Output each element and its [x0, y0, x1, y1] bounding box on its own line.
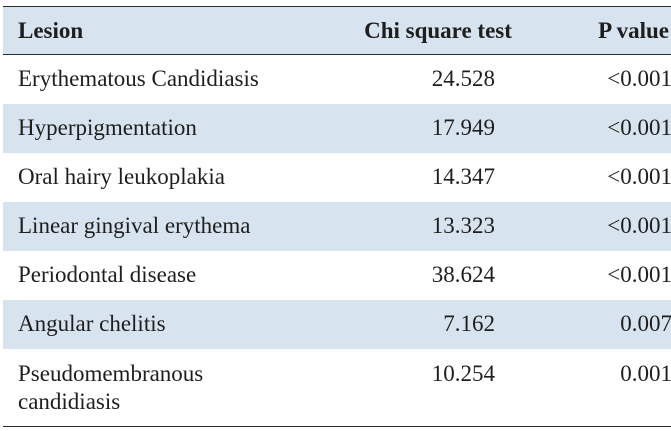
lesion-cell: Hyperpigmentation	[18, 114, 197, 140]
table-row: Periodontal disease 38.624 <0.001	[3, 251, 671, 300]
lesion-cell: Linear gingival erythema	[18, 212, 251, 238]
lesion-cell: Angular chelitis	[18, 310, 166, 336]
p-value-cell: <0.001	[607, 163, 671, 189]
table-body: Erythematous Candidiasis 24.528 <0.001 H…	[3, 55, 671, 427]
chi-square-cell: 38.624	[431, 261, 495, 287]
lesion-cell: Pseudomembranous candidiasis	[18, 360, 204, 414]
table-row: Hyperpigmentation 17.949 <0.001	[3, 103, 671, 153]
chi-square-cell: 17.949	[431, 114, 495, 140]
lesion-cell: Oral hairy leukoplakia	[18, 163, 225, 189]
header-chi-square: Chi square test	[364, 17, 512, 43]
p-value-cell: <0.001	[607, 261, 671, 287]
results-table-container: Lesion Chi square test P value Erythemat…	[3, 6, 671, 427]
table-row: Oral hairy leukoplakia 14.347 <0.001	[3, 153, 671, 202]
chi-square-cell: 13.323	[431, 212, 495, 238]
header-p-value: P value	[598, 17, 669, 43]
chi-square-cell: 24.528	[431, 66, 495, 91]
table-row: Linear gingival erythema 13.323 <0.001	[3, 201, 671, 251]
chi-square-cell: 14.347	[431, 163, 495, 189]
p-value-cell: <0.001	[607, 212, 671, 238]
results-table: Lesion Chi square test P value Erythemat…	[3, 6, 671, 427]
p-value-cell: 0.007	[620, 310, 671, 336]
header-row: Lesion Chi square test P value	[3, 6, 671, 55]
table-row: Erythematous Candidiasis 24.528 <0.001	[3, 55, 671, 104]
p-value-cell: <0.001	[607, 114, 671, 140]
p-value-cell: 0.001	[620, 360, 671, 386]
p-value-cell: <0.001	[607, 66, 671, 91]
table-row: Angular chelitis 7.162 0.007	[3, 299, 671, 349]
chi-square-cell: 10.254	[431, 360, 495, 386]
lesion-cell: Erythematous Candidiasis	[18, 66, 259, 91]
header-lesion: Lesion	[18, 17, 84, 43]
table-row: Pseudomembranous candidiasis 10.254 0.00…	[3, 349, 671, 427]
chi-square-cell: 7.162	[443, 310, 495, 336]
lesion-cell: Periodontal disease	[18, 261, 197, 287]
table-header: Lesion Chi square test P value	[3, 6, 671, 55]
